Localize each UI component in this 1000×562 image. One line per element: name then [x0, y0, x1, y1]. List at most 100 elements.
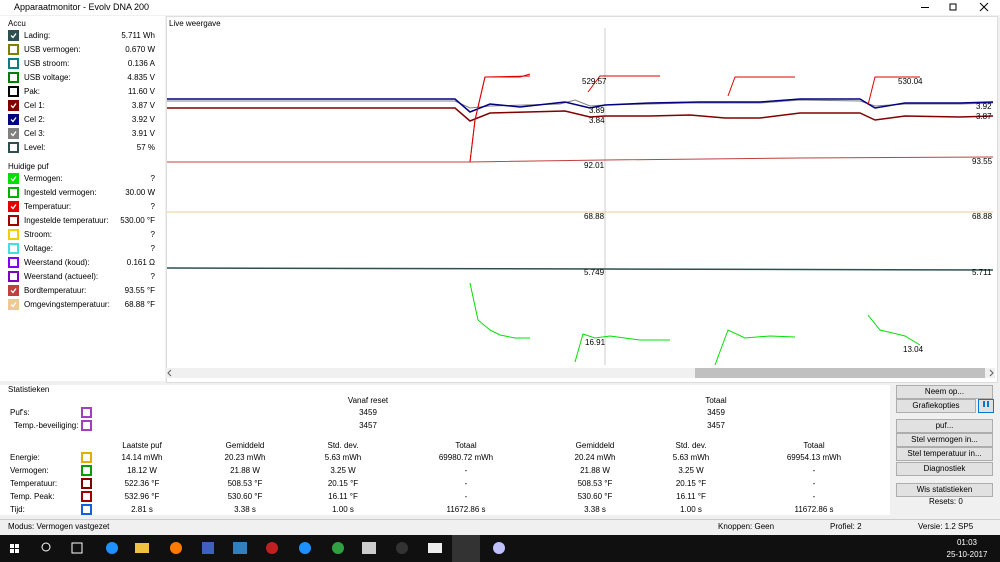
checkbox[interactable] [8, 285, 19, 296]
checkbox[interactable] [81, 407, 92, 418]
chart-label: 3.87 [976, 112, 992, 121]
checkbox[interactable] [8, 114, 19, 125]
checkbox[interactable] [8, 44, 19, 55]
stat-value: 3.38 s [584, 505, 606, 514]
checkbox[interactable] [8, 30, 19, 41]
stat-value: 16.11 °F [328, 492, 358, 501]
window-controls[interactable] [900, 0, 1000, 15]
button[interactable]: Neem op... [896, 385, 993, 399]
stat-value: - [812, 466, 816, 475]
checkbox[interactable] [81, 504, 92, 515]
row-label: Vermogen: [24, 174, 63, 183]
pause-button[interactable] [978, 399, 994, 413]
counter-value: 3459 [359, 408, 377, 417]
checkbox[interactable] [8, 229, 19, 240]
row-label: Voltage: [24, 244, 53, 253]
checkbox[interactable] [81, 420, 92, 431]
status-text: Modus: Vermogen vastgezet [8, 522, 110, 531]
stat-value: 14.14 mWh [121, 453, 163, 462]
chart-label: 68.88 [584, 212, 605, 221]
button[interactable]: Grafiekopties [896, 399, 976, 413]
checkbox[interactable] [8, 86, 19, 97]
row-value: ? [150, 272, 155, 281]
stat-value: - [464, 479, 468, 488]
checkbox[interactable] [81, 452, 92, 463]
counter-label: Puf's: [10, 408, 30, 417]
checkbox[interactable] [81, 491, 92, 502]
stat-value: 20.15 °F [327, 479, 359, 488]
row-value: 4.835 V [127, 73, 155, 82]
column-header: Std. dev. [327, 441, 359, 450]
row-value: ? [150, 230, 155, 239]
row-label: Level: [24, 143, 46, 152]
row-label: Cel 1: [24, 101, 45, 110]
status-text: Versie: 1.2 SP5 [918, 522, 974, 531]
column-header: Totaal [803, 441, 825, 450]
stat-value: 530.60 °F [227, 492, 263, 501]
column-header: Std. dev. [675, 441, 707, 450]
taskbar-time: 01:03 [956, 538, 978, 547]
row-label: Weerstand (koud): [24, 258, 90, 267]
row-value: 30.00 W [125, 188, 155, 197]
row-label: Ingesteld vermogen: [24, 188, 97, 197]
chart-label: 5.711 [972, 268, 992, 277]
checkbox[interactable] [8, 100, 19, 111]
checkbox[interactable] [8, 58, 19, 69]
stat-value: - [812, 492, 816, 501]
stat-label: Energie: [10, 453, 40, 462]
stat-label: Temperatuur: [10, 479, 58, 488]
row-label: USB voltage: [24, 73, 71, 82]
chart-label: 93.55 [972, 157, 993, 166]
chart-label: 530.04 [898, 77, 923, 86]
stat-value: 5.63 mWh [324, 453, 362, 462]
stat-value: 11672.86 s [446, 505, 486, 514]
button[interactable]: puf... [896, 419, 993, 433]
stat-value: - [812, 479, 816, 488]
checkbox[interactable] [81, 465, 92, 476]
status-bar [0, 519, 1000, 535]
stat-value: 3.38 s [234, 505, 256, 514]
checkbox[interactable] [8, 299, 19, 310]
row-value: 93.55 °F [124, 286, 155, 295]
row-value: 11.60 V [128, 87, 155, 96]
chart-panel [166, 16, 998, 383]
checkbox[interactable] [81, 478, 92, 489]
stat-value: 532.96 °F [124, 492, 160, 501]
button[interactable]: Wis statistieken [896, 483, 993, 497]
button[interactable]: Diagnostiek [896, 462, 993, 476]
checkbox[interactable] [8, 215, 19, 226]
checkbox[interactable] [8, 173, 19, 184]
stat-value: - [464, 492, 468, 501]
checkbox[interactable] [8, 243, 19, 254]
stat-value: - [464, 466, 468, 475]
button[interactable]: Stel temperatuur in... [896, 447, 993, 461]
checkbox[interactable] [8, 271, 19, 282]
column-header: Totaal [455, 441, 477, 450]
section-title: Accu [8, 19, 26, 28]
chart-label: 16.91 [585, 338, 606, 347]
stat-value: 530.60 °F [577, 492, 613, 501]
stat-value: 3.25 W [678, 466, 704, 475]
chart-label: 3.92 [976, 102, 992, 111]
checkbox[interactable] [8, 201, 19, 212]
chart-label: 3.89 [589, 106, 605, 115]
chart-label: 13.04 [903, 345, 924, 354]
stat-value: 3.25 W [330, 466, 356, 475]
stat-label: Vermogen: [10, 466, 49, 475]
checkbox[interactable] [8, 128, 19, 139]
row-label: USB stroom: [24, 59, 70, 68]
button[interactable]: Stel vermogen in... [896, 433, 993, 447]
stat-value: 20.23 mWh [224, 453, 266, 462]
row-value: 3.92 V [131, 115, 155, 124]
row-label: Lading: [24, 31, 51, 40]
checkbox[interactable] [8, 257, 19, 268]
stat-label: Tijd: [10, 505, 25, 514]
checkbox[interactable] [8, 142, 19, 153]
checkbox[interactable] [8, 187, 19, 198]
taskbar-icons[interactable] [0, 535, 940, 562]
row-label: Bordtemperatuur: [24, 286, 87, 295]
checkbox[interactable] [8, 72, 19, 83]
row-value: 5.711 Wh [121, 31, 155, 40]
chart-label: 529.57 [582, 77, 607, 86]
